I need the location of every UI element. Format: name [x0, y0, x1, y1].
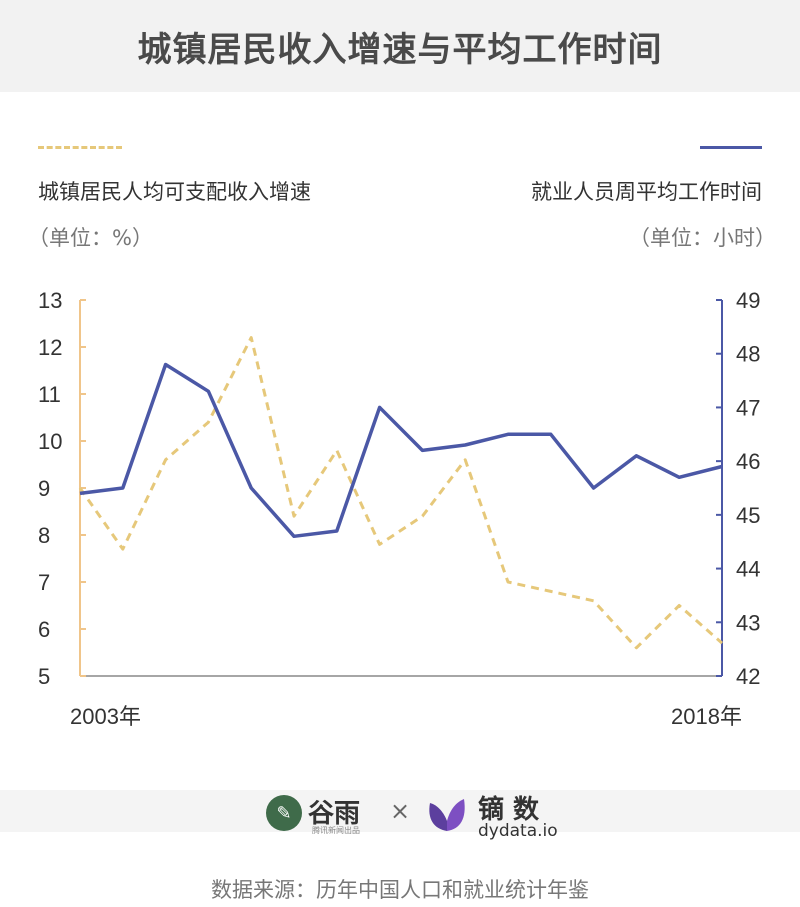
income-series-label: 城镇居民人均可支配收入增速: [38, 180, 311, 204]
data-source-note: 数据来源：历年中国人口和就业统计年鉴: [211, 878, 589, 902]
left-tick-label: 8: [38, 523, 50, 548]
x-tick-label: 2003年: [70, 704, 141, 729]
left-tick-label: 13: [38, 288, 62, 313]
dydata-butterfly-icon: [429, 799, 465, 831]
work-hours-line: [79, 362, 723, 539]
left-tick-label: 9: [38, 476, 50, 501]
right-tick-label: 44: [736, 557, 760, 582]
right-tick-label: 46: [736, 449, 760, 474]
left-tick-label: 10: [38, 429, 62, 454]
line-chart: 13 12 11 10 9 8 7 6 5 49 48 47 46 45 44 43 42 2003年 2018年: [38, 288, 760, 729]
right-tick-label: 43: [736, 610, 760, 635]
title-bar: 城镇居民收入增速与平均工作时间: [0, 0, 800, 92]
guyu-logo-subtitle: 腾讯新闻出品: [312, 826, 360, 835]
page-title: 城镇居民收入增速与平均工作时间: [137, 29, 663, 70]
dydata-logo-subtitle: dydata.io: [478, 821, 558, 841]
hours-series-label: 就业人员周平均工作时间: [531, 180, 762, 204]
footer-band: [0, 790, 800, 832]
brand-logos: ✎ 谷雨 腾讯新闻出品 × 镝 数 dydata.io: [0, 775, 800, 841]
collab-cross: ×: [390, 797, 411, 825]
x-tick-label: 2018年: [671, 704, 742, 729]
right-tick-label: 42: [736, 664, 760, 689]
right-tick-label: 47: [736, 395, 760, 420]
hours-unit-label: （单位：小时）: [629, 226, 776, 250]
left-tick-label: 12: [38, 335, 62, 360]
guyu-logo-text: 谷雨: [308, 799, 361, 829]
right-tick-label: 45: [736, 503, 760, 528]
right-tick-label: 49: [736, 288, 760, 313]
income-legend-swatch: [38, 146, 122, 149]
guyu-logo-icon: ✎: [266, 795, 302, 831]
income-growth-line: [78, 336, 723, 650]
left-tick-label: 11: [38, 382, 61, 407]
left-tick-label: 5: [38, 664, 50, 689]
left-tick-label: 7: [38, 570, 50, 595]
hours-legend-swatch: [700, 146, 762, 149]
income-unit-label: （单位：%）: [28, 226, 153, 250]
right-tick-label: 48: [736, 342, 760, 367]
dydata-logo-text: 镝 数: [478, 795, 540, 825]
left-tick-label: 6: [38, 617, 50, 642]
